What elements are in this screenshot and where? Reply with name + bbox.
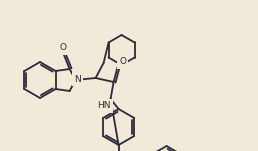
Text: O: O [119,58,126,66]
Text: O: O [59,43,66,53]
Text: N: N [74,74,81,84]
Text: HN: HN [97,101,110,111]
